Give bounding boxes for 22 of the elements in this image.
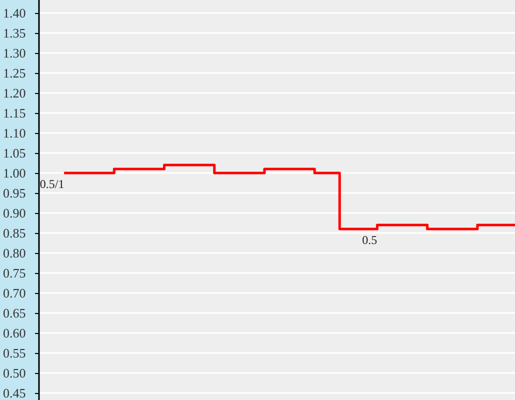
y-tick-label: 0.70 [3, 286, 26, 300]
y-tick-label: 0.50 [3, 366, 26, 380]
annotation: 0.5 [362, 233, 378, 247]
y-tick-label: 1.30 [3, 46, 26, 60]
y-tick-label: 1.40 [3, 6, 26, 20]
y-tick-label: 0.55 [3, 346, 26, 360]
y-tick-label: 1.05 [3, 146, 26, 160]
y-tick-label: 0.45 [3, 386, 26, 400]
y-tick-label: 1.15 [3, 106, 26, 120]
y-tick-label: 0.95 [3, 186, 26, 200]
y-tick-label: 1.35 [3, 26, 26, 40]
y-tick-label: 0.80 [3, 246, 26, 260]
y-tick-label: 0.75 [3, 266, 26, 280]
y-tick-label: 0.65 [3, 306, 26, 320]
y-tick-label: 0.85 [3, 226, 26, 240]
y-tick-label: 1.10 [3, 126, 26, 140]
annotation: 0.5/1 [40, 177, 64, 191]
y-tick-label: 0.60 [3, 326, 26, 340]
y-tick-label: 1.00 [3, 166, 26, 180]
y-tick-label: 1.20 [3, 86, 26, 100]
y-tick-label: 1.25 [3, 66, 26, 80]
y-tick-label: 0.90 [3, 206, 26, 220]
